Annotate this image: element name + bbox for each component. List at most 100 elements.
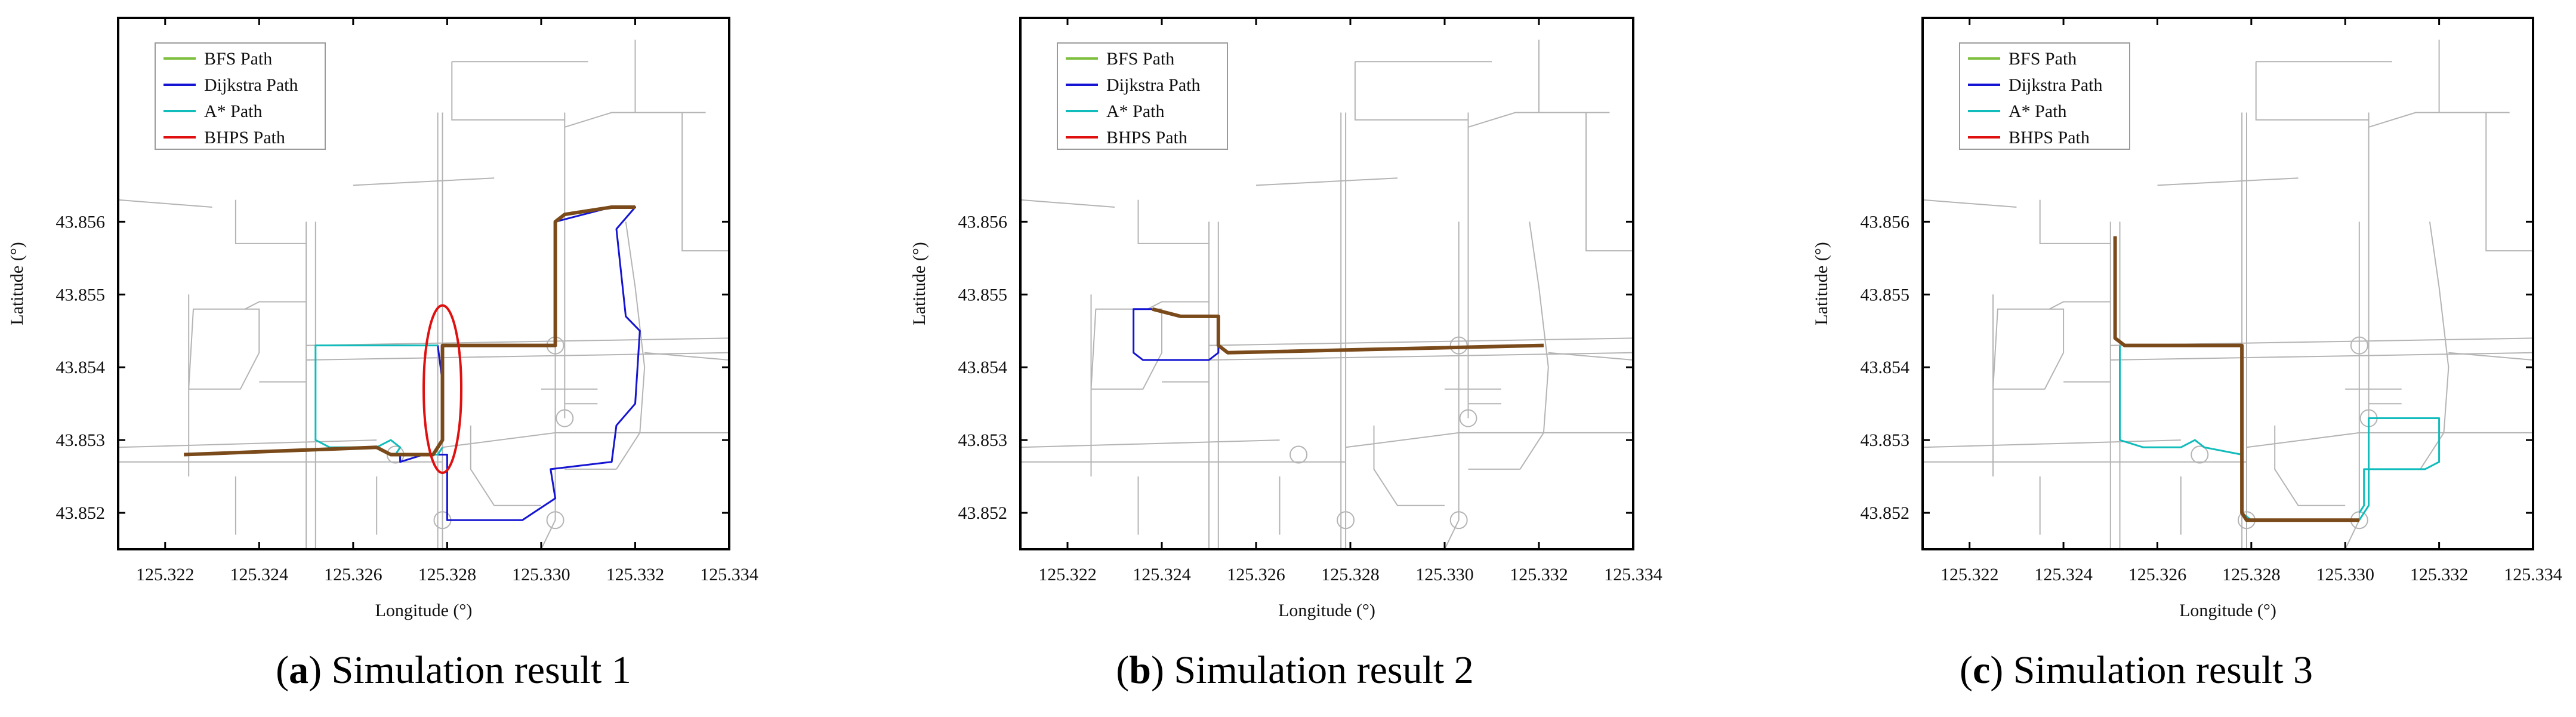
- series-bfs-path: [184, 205, 635, 457]
- x-tick-label: 125.330: [2316, 565, 2374, 584]
- legend-label: Dijkstra Path: [204, 75, 298, 95]
- x-axis-label: Longitude (°): [375, 601, 473, 620]
- legend-box: [1959, 42, 2130, 150]
- road-segment: [2049, 301, 2111, 310]
- plot-frame: [1019, 17, 1634, 550]
- x-tick-label: 125.330: [512, 565, 570, 584]
- panel-caption-a: (a) Simulation result 1: [276, 648, 631, 692]
- road-segment: [1020, 439, 1280, 448]
- legend-label: BFS Path: [204, 49, 272, 69]
- x-tick-label: 125.334: [1604, 565, 1662, 584]
- legend: BFS Path Dijkstra Path A* Path BHPS Path: [1057, 42, 1228, 150]
- series-group: [1133, 307, 1544, 361]
- x-tick-label: 125.322: [1038, 565, 1097, 584]
- road-segment: [118, 199, 212, 208]
- y-tick-label: 43.856: [958, 212, 1008, 232]
- road-segment: [1923, 199, 2017, 208]
- x-tick-label: 125.326: [324, 565, 382, 584]
- series-bfs-path: [2113, 236, 2359, 522]
- road-segment: [1208, 352, 1633, 361]
- legend-label: A* Path: [1106, 101, 1165, 121]
- y-tick-label: 43.853: [958, 430, 1008, 450]
- legend-label: BHPS Path: [2009, 128, 2090, 147]
- road-segment: [1147, 301, 1209, 310]
- road-segment: [1519, 221, 1549, 470]
- road-segment: [306, 352, 729, 361]
- road-segment: [2255, 61, 2369, 121]
- road-segment: [2274, 425, 2346, 506]
- x-tick-label: 125.326: [2128, 565, 2187, 584]
- legend: BFS Path Dijkstra Path A* Path BHPS Path: [155, 42, 326, 150]
- legend-box: [1057, 42, 1228, 150]
- legend: BFS Path Dijkstra Path A* Path BHPS Path: [1959, 42, 2130, 150]
- road-segment: [2157, 177, 2299, 186]
- road-segment: [306, 337, 729, 346]
- x-axis-label: Longitude (°): [1278, 601, 1375, 620]
- road-segment: [1585, 112, 1633, 252]
- road-segment: [1345, 432, 1633, 448]
- x-tick-label: 125.324: [230, 565, 289, 584]
- road-segment: [235, 199, 307, 244]
- y-axis-label: Latitude (°): [7, 242, 27, 325]
- x-tick-label: 125.324: [1133, 565, 1191, 584]
- panel-caption-b: (b) Simulation result 2: [1116, 648, 1474, 692]
- x-tick-label: 125.326: [1227, 565, 1285, 584]
- road-network: [1020, 39, 1633, 549]
- y-tick-label: 43.852: [1861, 503, 1910, 523]
- y-axis-label: Latitude (°): [1812, 242, 1831, 325]
- roundabout: [2350, 336, 2368, 355]
- road-segment: [1255, 177, 1398, 186]
- plot-panel-a: 125.322 125.324 125.326 125.328 125.330 125.3…: [7, 17, 758, 620]
- plot-frame: [117, 17, 730, 550]
- road-segment: [2368, 112, 2510, 128]
- highlight-ellipse: [422, 304, 463, 474]
- road-segment: [470, 425, 541, 506]
- road-segment: [1992, 308, 2065, 390]
- road-segment: [1137, 199, 1209, 244]
- legend-label: A* Path: [2009, 101, 2067, 121]
- road-segment: [1548, 352, 1633, 361]
- road-segment: [616, 221, 646, 470]
- road-segment: [1354, 61, 1469, 121]
- road-network: [1923, 39, 2533, 549]
- road-segment: [118, 439, 377, 448]
- road-segment: [1444, 221, 1460, 549]
- x-axis-label: Longitude (°): [2179, 601, 2276, 620]
- y-tick-label: 43.852: [958, 503, 1008, 523]
- road-segment: [2420, 221, 2449, 470]
- series-group: [184, 205, 641, 521]
- x-tick-label: 125.332: [2410, 565, 2469, 584]
- road-segment: [564, 112, 706, 128]
- x-tick-label: 125.322: [136, 565, 195, 584]
- y-tick-label: 43.855: [958, 285, 1008, 304]
- roundabout: [1337, 511, 1355, 530]
- x-tick-label: 125.334: [2504, 565, 2562, 584]
- panel-caption-c: (c) Simulation result 3: [1959, 648, 2313, 692]
- x-tick-label: 125.322: [1941, 565, 1999, 584]
- x-tick-label: 125.328: [2222, 565, 2281, 584]
- roundabout: [1289, 445, 1308, 464]
- x-tick-label: 125.334: [700, 565, 758, 584]
- x-tick-label: 125.328: [1321, 565, 1380, 584]
- road-segment: [1208, 337, 1633, 346]
- plot-panel-c: 125.322 125.324 125.326 125.328 125.330 125.3…: [1812, 17, 2562, 620]
- road-segment: [681, 112, 729, 252]
- roundabout: [2191, 445, 2209, 464]
- series-group: [2113, 236, 2441, 522]
- y-axis-label: Latitude (°): [909, 242, 929, 325]
- roundabout: [546, 511, 564, 530]
- x-tick-label: 125.328: [418, 565, 477, 584]
- road-segment: [2485, 112, 2533, 252]
- legend-label: BHPS Path: [1106, 128, 1187, 147]
- x-tick-label: 125.332: [606, 565, 665, 584]
- roundabout: [1449, 511, 1468, 530]
- road-segment: [2110, 352, 2533, 361]
- y-tick-label: 43.855: [56, 285, 106, 304]
- road-segment: [451, 61, 565, 121]
- y-tick-label: 43.852: [56, 503, 106, 523]
- legend-label: A* Path: [204, 101, 263, 121]
- series-bhps-path: [1152, 307, 1544, 354]
- road-segment: [1020, 199, 1115, 208]
- series-bhps-path: [184, 206, 635, 456]
